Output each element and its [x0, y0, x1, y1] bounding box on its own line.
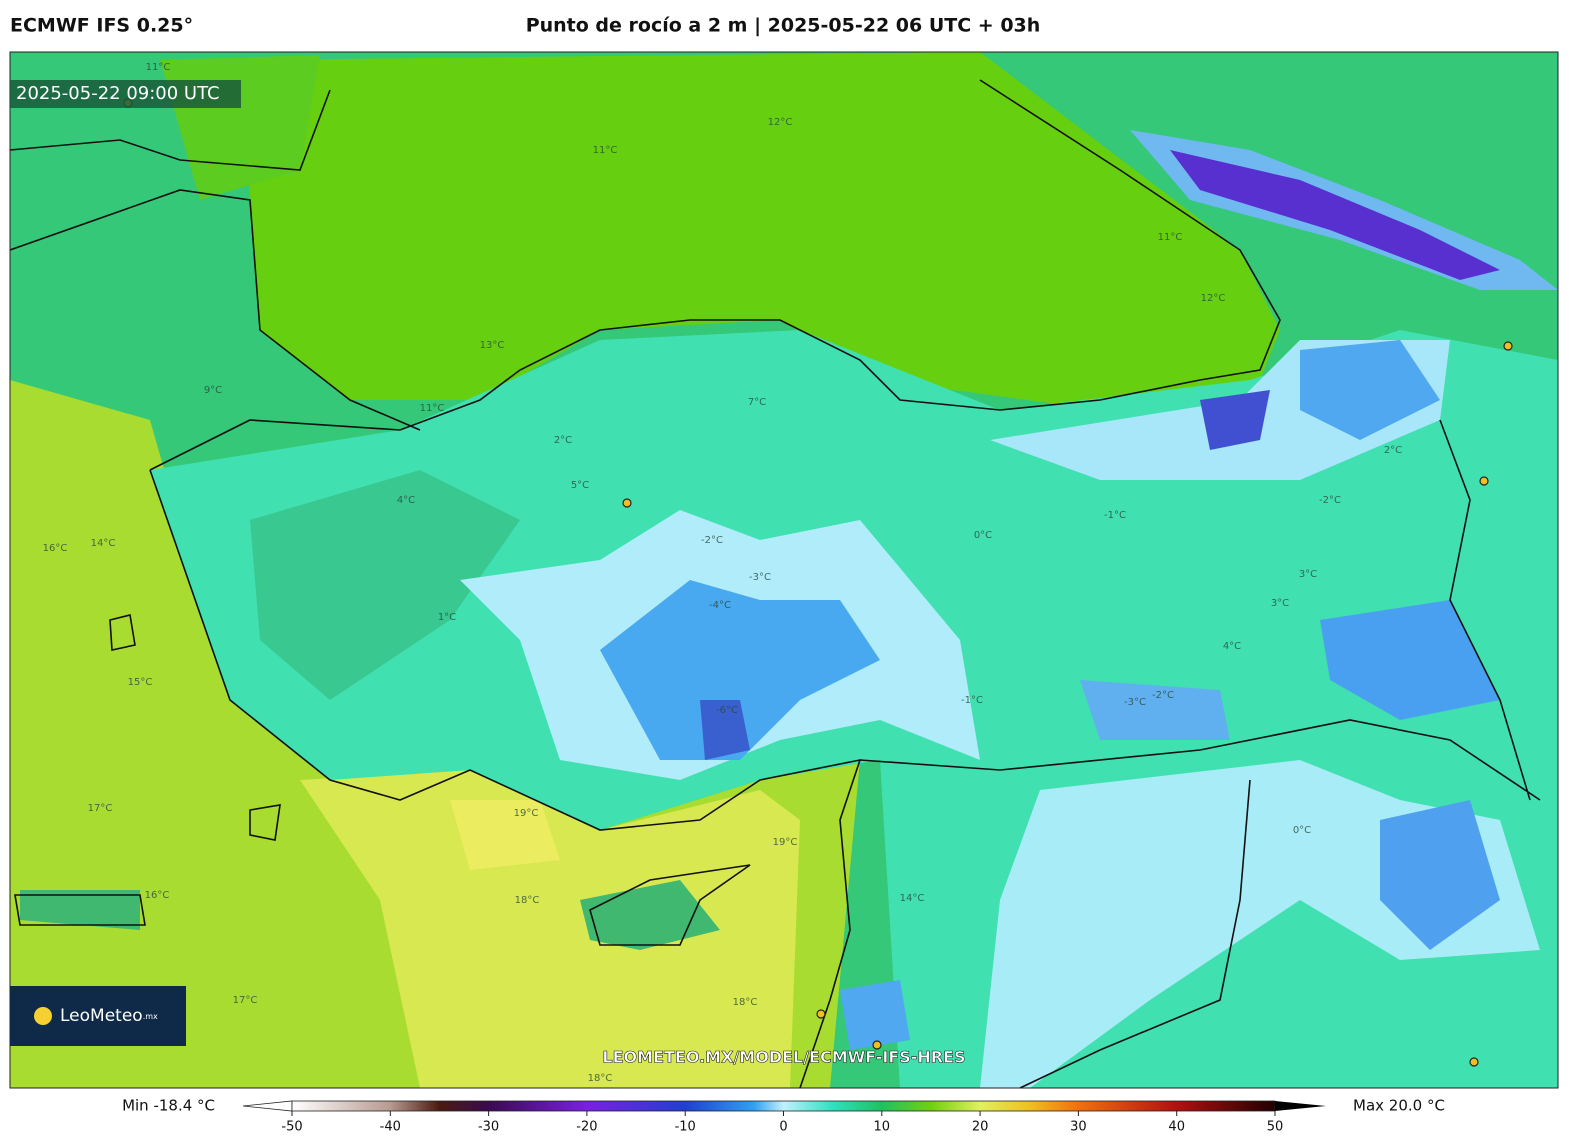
- map-title: Punto de rocío a 2 m | 2025-05-22 06 UTC…: [526, 15, 1041, 37]
- contour-label: 19°C: [773, 837, 798, 848]
- colorbar-tick-label: 20: [972, 1120, 989, 1135]
- contour-label: 3°C: [1299, 569, 1317, 580]
- contour-label: 16°C: [145, 890, 170, 901]
- colorbar-tick-label: 30: [1070, 1120, 1087, 1135]
- contour-label: 17°C: [233, 995, 258, 1006]
- max-label: Max 20.0 °C: [1353, 1097, 1445, 1115]
- contour-label: 0°C: [1293, 825, 1311, 836]
- colorbar-tick-label: -20: [576, 1120, 597, 1135]
- contour-label: -2°C: [701, 535, 723, 546]
- colorbar-tick-label: 0: [779, 1120, 787, 1135]
- logo-name: LeoMeteo: [60, 1006, 143, 1026]
- contour-label: 5°C: [571, 480, 589, 491]
- colorbar-tick-label: -40: [380, 1120, 401, 1135]
- contour-label: 18°C: [733, 997, 758, 1008]
- colorbar-tick-label: -10: [675, 1120, 696, 1135]
- contour-label: -2°C: [1152, 690, 1174, 701]
- contour-label: 2°C: [1384, 445, 1402, 456]
- colorbar-tick-label: 50: [1267, 1120, 1284, 1135]
- contour-label: -4°C: [709, 600, 731, 611]
- contour-label: -3°C: [1124, 697, 1146, 708]
- contour-label: -1°C: [1104, 510, 1126, 521]
- contour-label: 0°C: [974, 530, 992, 541]
- contour-label: 16°C: [43, 543, 68, 554]
- contour-label: 19°C: [514, 808, 539, 819]
- colorbar-tick-label: 10: [874, 1120, 891, 1135]
- map: 11°C 11°C 12°C 11°C 12°C 13°C 11°C 9°C 14°C 16°C 1…: [10, 52, 1558, 1088]
- contour-label: -6°C: [716, 705, 738, 716]
- model-name: ECMWF IFS 0.25°: [10, 15, 193, 37]
- contour-label: 11°C: [146, 62, 171, 73]
- contour-label: 11°C: [1158, 232, 1183, 243]
- contour-label: 12°C: [1201, 293, 1226, 304]
- contour-label: 17°C: [88, 803, 113, 814]
- contour-label: 7°C: [748, 397, 766, 408]
- contour-label: 1°C: [438, 612, 456, 623]
- contour-label: 15°C: [128, 677, 153, 688]
- colorbar-tick-label: -50: [281, 1120, 302, 1135]
- min-label: Min -18.4 °C: [122, 1097, 215, 1115]
- contour-label: 18°C: [588, 1073, 613, 1084]
- contour-label: 11°C: [593, 145, 618, 156]
- logo-suffix: .mx: [143, 1012, 158, 1021]
- contour-label: 4°C: [1223, 641, 1241, 652]
- watermark: LEOMETEO.MX/MODEL/ECMWF-IFS-HRES: [602, 1048, 965, 1067]
- contour-label: 4°C: [397, 495, 415, 506]
- contour-label: 3°C: [1271, 598, 1289, 609]
- contour-label: 14°C: [900, 893, 925, 904]
- contour-label: 18°C: [515, 895, 540, 906]
- colorbar-tick-label: 40: [1168, 1120, 1185, 1135]
- contour-label: 14°C: [91, 538, 116, 549]
- contour-label: -1°C: [961, 695, 983, 706]
- contour-label: 11°C: [420, 403, 445, 414]
- contour-label: 2°C: [554, 435, 572, 446]
- colorbar: [291, 1100, 1276, 1112]
- contour-label: 9°C: [204, 385, 222, 396]
- contour-label: 13°C: [480, 340, 505, 351]
- contour-label: -3°C: [749, 572, 771, 583]
- colorbar-tick-label: -30: [478, 1120, 499, 1135]
- timestamp: 2025-05-22 09:00 UTC: [16, 83, 220, 104]
- contour-label: 12°C: [768, 117, 793, 128]
- logo-text: LeoMeteo.mx: [60, 1006, 158, 1026]
- contour-label: -2°C: [1319, 495, 1341, 506]
